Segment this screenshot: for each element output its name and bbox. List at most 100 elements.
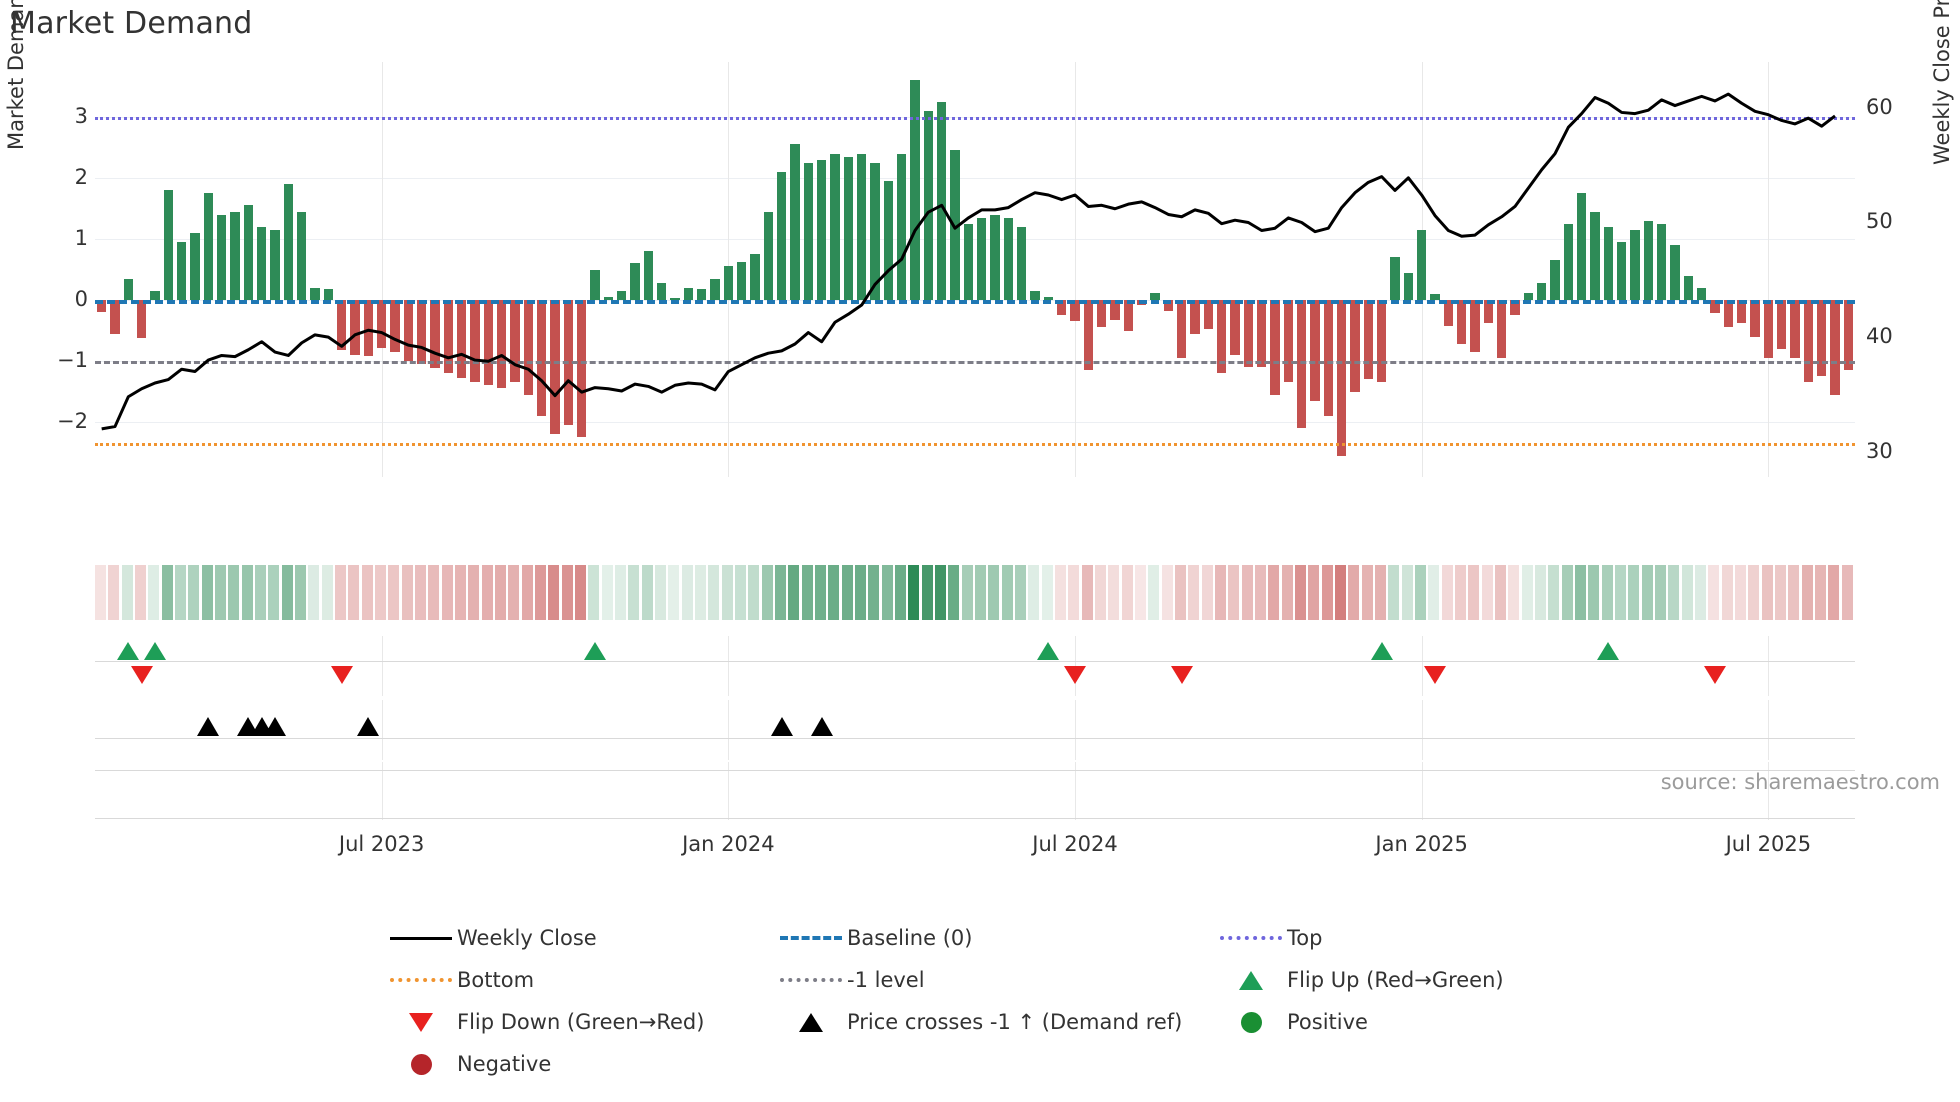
heat-cell — [641, 565, 653, 620]
demand-bar — [550, 300, 560, 435]
demand-bar — [230, 211, 240, 300]
x-gridline — [1421, 636, 1423, 696]
legend-item-flip-down[interactable]: Flip Down (Green→Red) — [385, 1009, 775, 1035]
demand-bar — [1603, 226, 1614, 300]
demand-bar — [1403, 272, 1414, 300]
reference-line--1-level — [95, 361, 1855, 365]
heat-cell — [1148, 565, 1160, 620]
demand-bar — [1376, 300, 1387, 383]
heat-cell — [1321, 565, 1333, 620]
heat-cell — [1788, 565, 1800, 620]
x-gridline — [381, 762, 383, 820]
demand-bar — [643, 251, 654, 300]
heat-cell — [895, 565, 906, 620]
heat-cell — [1721, 565, 1733, 620]
x-gridline — [728, 636, 730, 696]
heat-cell — [681, 565, 693, 620]
heat-cell — [655, 565, 666, 620]
legend-item-negative[interactable]: Negative — [385, 1051, 775, 1077]
demand-bar — [870, 162, 880, 300]
heat-cell — [988, 565, 1000, 620]
heat-cell — [1175, 565, 1186, 620]
heat-cell — [948, 565, 960, 620]
heat-cell — [1561, 565, 1573, 620]
heat-cell — [508, 565, 520, 620]
demand-bar — [510, 300, 520, 383]
legend-item-positive[interactable]: Positive — [1215, 1009, 1565, 1035]
demand-bar — [216, 214, 227, 300]
demand-bar — [296, 211, 307, 300]
heat-cell — [521, 565, 533, 620]
legend-item-top[interactable]: Top — [1215, 925, 1565, 951]
heat-cell — [361, 565, 373, 620]
demand-bar — [790, 144, 800, 300]
demand-bar — [163, 190, 174, 300]
heat-cell — [1135, 565, 1146, 620]
heat-cell — [921, 565, 933, 620]
legend-item-weekly-close[interactable]: Weekly Close — [385, 925, 775, 951]
demand-bar — [256, 226, 267, 300]
heat-cell — [415, 565, 426, 620]
heat-cell — [1348, 565, 1360, 620]
heat-cell — [1615, 565, 1626, 620]
y-axis-left-tick: 1 — [74, 225, 88, 250]
demand-bar — [656, 282, 667, 300]
legend-item-flip-up[interactable]: Flip Up (Red→Green) — [1215, 967, 1565, 993]
demand-bar — [1616, 242, 1627, 300]
demand-bar — [1736, 300, 1747, 324]
demand-price-plot — [95, 62, 1855, 477]
x-gridline — [381, 62, 383, 477]
demand-bar — [96, 300, 107, 313]
legend-item-baseline[interactable]: Baseline (0) — [775, 925, 1215, 951]
heat-cell — [1668, 565, 1680, 620]
demand-bar — [1550, 260, 1560, 300]
demand-bar — [883, 181, 894, 300]
heat-cell — [388, 565, 400, 620]
heat-cell — [1455, 565, 1466, 620]
price-cross-marker-row — [95, 700, 1855, 760]
demand-bar — [1816, 300, 1827, 377]
demand-bar — [1683, 275, 1694, 300]
demand-bar — [816, 159, 827, 300]
demand-bar — [1096, 300, 1107, 328]
y-axis-right-tick: 30 — [1866, 438, 1893, 463]
price-cross-marker — [264, 717, 286, 736]
heat-cell — [441, 565, 453, 620]
heat-cell — [1268, 565, 1280, 620]
dotted-line-icon — [385, 978, 457, 982]
demand-bar — [1083, 300, 1094, 371]
heat-cell — [188, 565, 200, 620]
reference-line-baseline — [95, 300, 1855, 304]
heat-cell — [95, 565, 106, 620]
flip-down-marker — [130, 666, 153, 684]
demand-bar — [896, 153, 907, 300]
flip-up-marker — [1037, 642, 1060, 660]
heat-cell — [321, 565, 333, 620]
heat-cell — [548, 565, 560, 620]
heat-cell — [135, 565, 146, 620]
legend-item-price-cross[interactable]: Price crosses -1 ↑ (Demand ref) — [775, 1009, 1215, 1035]
demand-bar — [1510, 300, 1520, 316]
x-gridline — [728, 700, 730, 760]
heat-cell — [708, 565, 720, 620]
heat-cell — [735, 565, 746, 620]
demand-bar — [1496, 300, 1507, 358]
flip-down-marker — [1704, 666, 1726, 684]
triangle-down-icon — [385, 1012, 457, 1032]
demand-bar — [1803, 300, 1814, 383]
demand-bar — [1230, 300, 1240, 355]
demand-bar — [1483, 300, 1494, 324]
flip-marker-row — [95, 636, 1855, 696]
legend-item-minus-one-level[interactable]: -1 level — [775, 967, 1215, 993]
legend-item-bottom[interactable]: Bottom — [385, 967, 775, 993]
demand-bar — [283, 184, 294, 300]
heat-cell — [428, 565, 440, 620]
dotted-line-icon — [1215, 936, 1287, 940]
heat-cell — [335, 565, 346, 620]
demand-bar — [416, 300, 427, 365]
heat-cell — [1601, 565, 1613, 620]
demand-bar — [1283, 300, 1294, 383]
x-gridline — [728, 762, 730, 820]
heat-cell — [295, 565, 306, 620]
demand-bar — [110, 300, 120, 334]
